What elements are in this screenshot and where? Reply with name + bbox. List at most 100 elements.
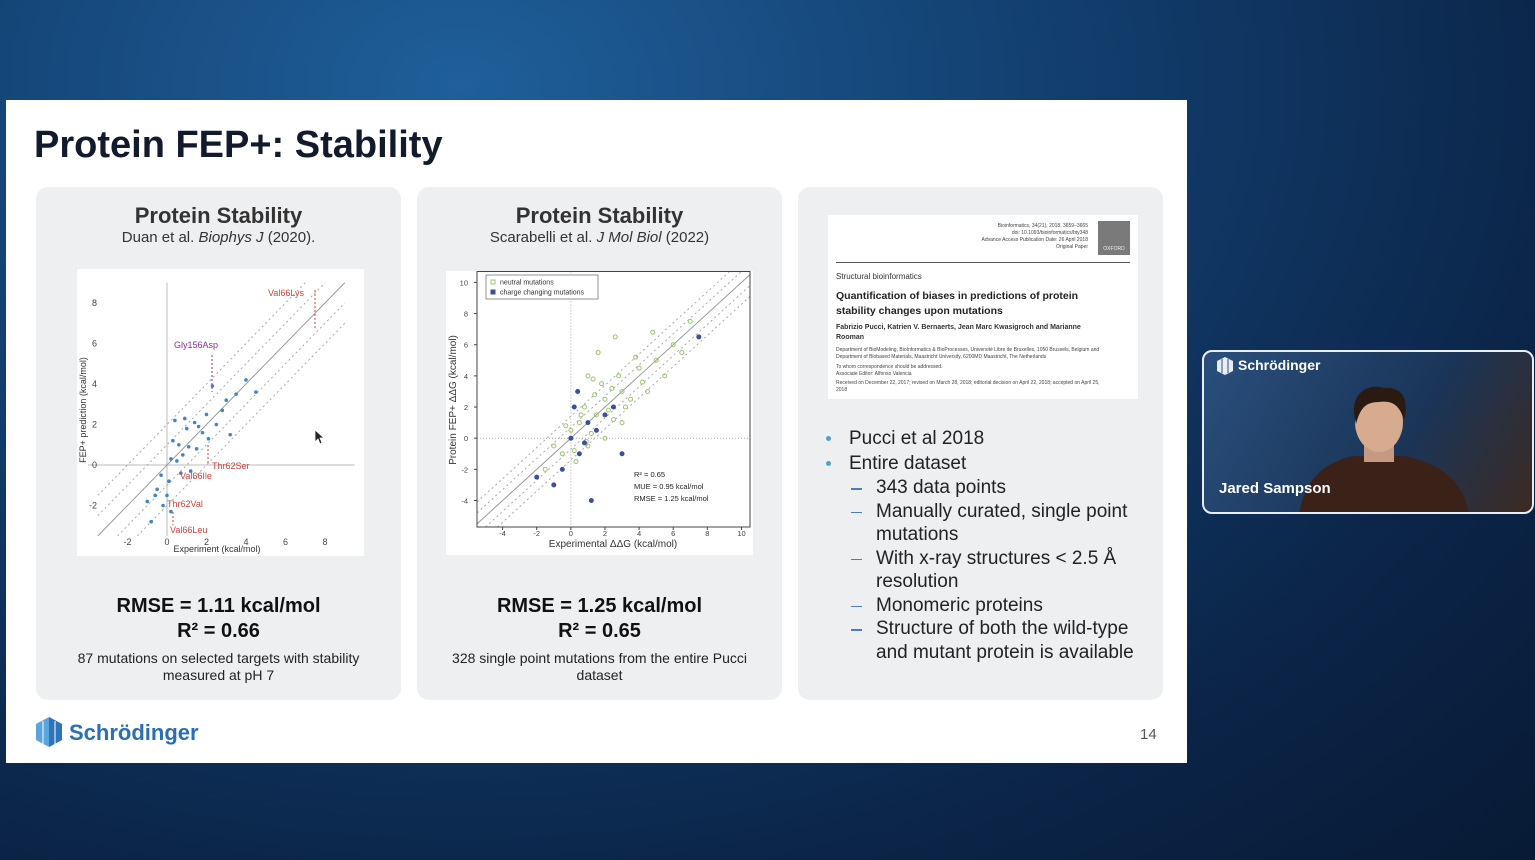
stat-text: R² = 0.65 xyxy=(634,470,665,479)
point xyxy=(159,473,163,477)
point xyxy=(155,487,159,492)
x-tick-label: -4 xyxy=(499,529,506,538)
affiliation: Associate Editor: Alfonso Valencia xyxy=(836,370,912,377)
point xyxy=(206,436,211,441)
identity-line xyxy=(476,274,751,525)
point xyxy=(590,376,596,382)
rmse: RMSE = 1.25 kcal/mol xyxy=(496,595,703,617)
point xyxy=(180,453,185,457)
point xyxy=(171,438,175,443)
description: 328 single point mutations from the enti… xyxy=(452,650,747,683)
point xyxy=(575,388,581,394)
point xyxy=(573,459,579,465)
rmse: RMSE = 1.11 kcal/mol xyxy=(116,595,321,617)
point xyxy=(581,440,587,446)
point xyxy=(616,373,622,379)
error-band-line xyxy=(476,271,742,514)
sub-bullet: 343 data points xyxy=(826,476,1156,500)
point xyxy=(633,354,639,360)
stat-text: MUE = 0.95 kcal/mol xyxy=(634,482,704,491)
point xyxy=(592,392,598,398)
point xyxy=(563,423,569,429)
point xyxy=(551,443,557,449)
point xyxy=(169,457,173,461)
point xyxy=(192,420,197,425)
point xyxy=(687,318,693,324)
point xyxy=(585,373,591,379)
x-tick-label: -2 xyxy=(123,537,131,547)
point xyxy=(602,396,608,402)
scatter-chart: -2 0 2 4 6 8 -2 0 2 4 6 8 Experiment (kcal/mol) FEP+ … xyxy=(77,269,364,556)
point xyxy=(551,482,557,488)
scatter-chart: -4 -2 0 2 4 6 8 10 -4 -2 0 2 4 6 8 10 Experimental ΔΔG (… xyxy=(446,271,753,555)
paper-affiliations: Department of BioModeling, BioInformatic… xyxy=(836,347,1101,393)
point xyxy=(210,384,215,388)
bullet-dash xyxy=(851,488,862,490)
y-axis-label: Protein FEP+ ΔΔG (kcal/mol) xyxy=(448,335,459,465)
point xyxy=(568,435,574,441)
bullet-dash xyxy=(851,629,862,631)
point xyxy=(173,418,177,423)
point xyxy=(571,404,577,410)
point xyxy=(244,378,248,382)
point xyxy=(619,388,625,394)
r-squared: R² = 0.65 xyxy=(558,620,641,642)
legend-box xyxy=(485,274,599,300)
panel: Bioinformatics, 34(21), 2018, 3659–3665 … xyxy=(798,187,1163,700)
point xyxy=(182,416,187,421)
mouse-cursor xyxy=(314,429,326,445)
point xyxy=(559,451,565,457)
point xyxy=(650,329,656,335)
x-tick-label: 4 xyxy=(637,529,641,538)
point xyxy=(576,451,582,457)
point xyxy=(165,493,169,498)
point xyxy=(568,427,574,433)
x-tick-label: 0 xyxy=(569,529,573,538)
journal-line: Advance Access Publication Date: 26 Apri… xyxy=(981,237,1088,243)
error-band-line xyxy=(485,285,751,528)
point xyxy=(662,373,668,379)
y-tick-label: 4 xyxy=(464,372,468,381)
point xyxy=(593,427,599,433)
plot-frame xyxy=(476,271,751,528)
x-tick-label: 8 xyxy=(705,529,709,538)
point xyxy=(145,499,150,504)
point xyxy=(188,469,193,473)
sub-bullet: Monomeric proteins xyxy=(826,594,1156,618)
point xyxy=(602,435,608,441)
logo-text: Schrödinger xyxy=(69,720,199,745)
slide: Protein FEP+: Stability Protein Stabilit… xyxy=(6,100,1187,763)
journal-line: Bioinformatics, 34(21), 2018, 3659–3665 xyxy=(997,223,1088,229)
x-axis-label: Experiment (kcal/mol) xyxy=(173,544,260,554)
x-tick-label: 2 xyxy=(603,529,607,538)
error-band-line xyxy=(117,302,346,537)
point xyxy=(186,444,191,449)
panel: Protein Stability Duan et al. Biophys J … xyxy=(36,187,401,700)
point xyxy=(628,396,634,402)
annotation: Thr62Val xyxy=(167,499,203,509)
x-tick-label: 4 xyxy=(243,537,248,547)
point xyxy=(602,412,608,418)
point xyxy=(599,381,605,387)
point xyxy=(234,392,238,396)
point xyxy=(571,448,577,454)
annotation: Val66Lys xyxy=(268,288,305,298)
point xyxy=(196,424,201,429)
y-tick-label: 8 xyxy=(92,298,97,308)
stat-text: RMSE = 1.25 kcal/mol xyxy=(634,494,709,503)
paper-thumbnail: Bioinformatics, 34(21), 2018, 3659–3665 … xyxy=(828,215,1138,399)
publisher-logo: OXFORD xyxy=(1098,221,1130,255)
video-tile[interactable]: Schrödinger Jared Sampson xyxy=(1202,350,1534,514)
r-squared: R² = 0.66 xyxy=(177,620,260,642)
legend-swatch xyxy=(490,289,496,295)
bullet-dot xyxy=(826,460,831,466)
point xyxy=(585,420,591,426)
point xyxy=(588,498,594,504)
point xyxy=(645,388,651,394)
point xyxy=(167,479,171,484)
bullet-dash xyxy=(851,558,862,560)
point xyxy=(593,412,599,418)
point xyxy=(534,474,540,480)
y-tick-label: 6 xyxy=(464,341,468,350)
